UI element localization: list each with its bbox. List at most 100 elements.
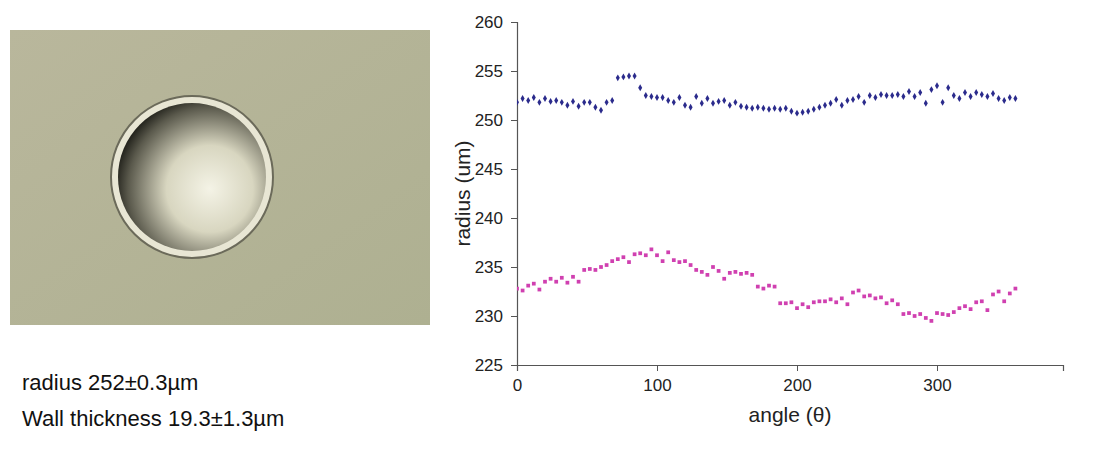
point bbox=[543, 280, 547, 284]
point bbox=[1002, 299, 1006, 303]
point bbox=[829, 100, 833, 107]
point bbox=[532, 94, 536, 101]
tick: 225 bbox=[475, 356, 517, 375]
point bbox=[784, 301, 788, 305]
point bbox=[661, 259, 665, 263]
point bbox=[588, 267, 592, 271]
point bbox=[957, 95, 961, 102]
point bbox=[694, 93, 698, 100]
point bbox=[678, 260, 682, 264]
point bbox=[985, 93, 989, 100]
point bbox=[913, 314, 917, 318]
tick-label: 245 bbox=[475, 160, 503, 179]
tick: 250 bbox=[475, 111, 517, 130]
point bbox=[963, 304, 967, 308]
point bbox=[986, 308, 990, 312]
point bbox=[969, 307, 973, 311]
point bbox=[997, 290, 1001, 294]
point bbox=[711, 265, 715, 269]
point bbox=[789, 108, 793, 115]
tick-mark bbox=[511, 267, 517, 268]
point bbox=[817, 104, 821, 111]
point bbox=[873, 94, 877, 101]
point bbox=[890, 298, 894, 302]
y-axis: 225230235240245250255260 bbox=[475, 13, 518, 375]
y-axis-title: radius (um) bbox=[451, 140, 474, 246]
point bbox=[857, 289, 861, 293]
point bbox=[649, 93, 653, 100]
point bbox=[941, 99, 945, 106]
point bbox=[890, 92, 894, 99]
point bbox=[1002, 97, 1006, 104]
point bbox=[594, 268, 598, 272]
point bbox=[616, 257, 620, 261]
point bbox=[571, 98, 575, 105]
point bbox=[823, 102, 827, 109]
tick-label: 235 bbox=[475, 258, 503, 277]
point bbox=[627, 260, 631, 264]
point bbox=[722, 277, 726, 281]
point bbox=[756, 285, 760, 289]
point bbox=[728, 271, 732, 275]
point bbox=[666, 97, 670, 104]
point bbox=[862, 295, 866, 299]
point bbox=[907, 88, 911, 95]
point bbox=[672, 99, 676, 106]
point bbox=[974, 300, 978, 304]
point bbox=[885, 301, 889, 305]
point bbox=[795, 306, 799, 310]
point bbox=[700, 270, 704, 274]
point bbox=[851, 291, 855, 295]
tick-mark bbox=[511, 218, 517, 219]
tick-label: 240 bbox=[475, 209, 503, 228]
point bbox=[991, 293, 995, 297]
point bbox=[762, 287, 766, 291]
point bbox=[806, 305, 810, 309]
point bbox=[745, 271, 749, 275]
point bbox=[845, 97, 849, 104]
point bbox=[980, 299, 984, 303]
point bbox=[795, 110, 799, 117]
annotation: radius 252±0.3µm bbox=[22, 370, 198, 395]
point bbox=[672, 258, 676, 262]
point bbox=[778, 301, 782, 305]
point bbox=[532, 282, 536, 286]
point bbox=[941, 312, 945, 316]
point bbox=[616, 74, 620, 81]
point bbox=[717, 98, 721, 105]
point bbox=[902, 312, 906, 316]
point bbox=[560, 276, 564, 280]
point bbox=[605, 263, 609, 267]
point bbox=[963, 89, 967, 96]
point bbox=[862, 99, 866, 106]
point bbox=[946, 313, 950, 317]
point bbox=[823, 299, 827, 303]
point bbox=[717, 269, 721, 273]
point bbox=[706, 273, 710, 277]
point bbox=[588, 99, 592, 106]
tick-mark bbox=[797, 365, 798, 371]
point bbox=[991, 90, 995, 97]
tick-label: 225 bbox=[475, 356, 503, 375]
point bbox=[974, 89, 978, 96]
point bbox=[739, 103, 743, 110]
tick-mark bbox=[511, 169, 517, 170]
point bbox=[638, 251, 642, 255]
point bbox=[806, 108, 810, 115]
point bbox=[851, 96, 855, 103]
point bbox=[846, 302, 850, 306]
point bbox=[1008, 94, 1012, 101]
tick: 260 bbox=[475, 13, 517, 32]
tick-mark bbox=[511, 71, 517, 72]
point bbox=[517, 99, 519, 106]
point bbox=[918, 89, 922, 96]
series bbox=[517, 247, 1017, 322]
point bbox=[784, 105, 788, 112]
point bbox=[767, 284, 771, 288]
tick: 0 bbox=[513, 365, 522, 395]
point bbox=[711, 100, 715, 107]
plot-area bbox=[517, 72, 1017, 322]
tick: 230 bbox=[475, 307, 517, 326]
tick-mark bbox=[657, 365, 658, 371]
tick: 200 bbox=[783, 365, 811, 395]
